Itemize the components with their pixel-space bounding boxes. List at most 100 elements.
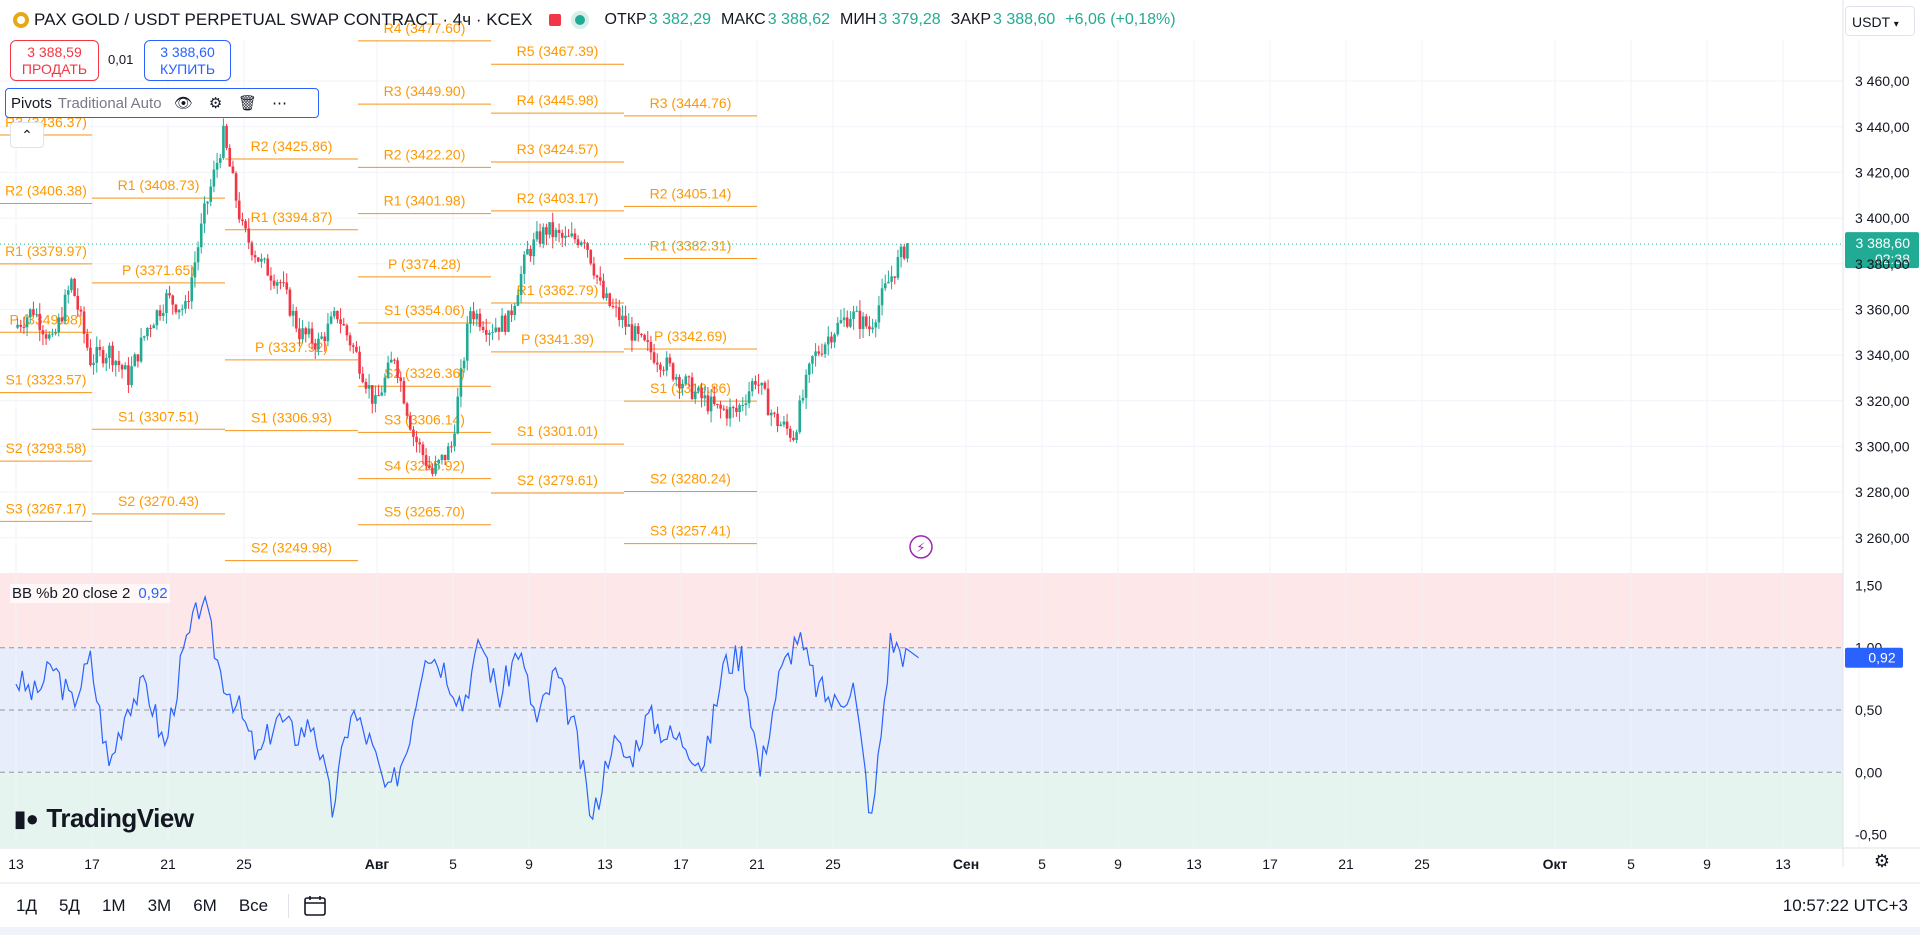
- time-tick-label: 9: [1114, 856, 1122, 872]
- candle-body: [377, 395, 380, 397]
- eye-icon[interactable]: 👁: [174, 95, 194, 112]
- price-tick-label: 3 340,00: [1855, 347, 1910, 363]
- sell-button[interactable]: 3 388,59 ПРОДАТЬ: [10, 40, 99, 81]
- candle-body: [209, 186, 213, 202]
- candle-body: [497, 327, 501, 332]
- pivot-label: R3 (3444.76): [650, 95, 732, 111]
- more-icon[interactable]: ⋯: [272, 95, 288, 112]
- bb-percent-line: [15, 594, 919, 821]
- range-5d[interactable]: 5Д: [58, 896, 80, 915]
- candle-body: [766, 388, 770, 416]
- candle-body: [763, 382, 767, 389]
- clock[interactable]: 10:57:22 UTC+3: [1782, 896, 1908, 915]
- bb-indicator-legend[interactable]: BB %b 20 close 2 0,92: [10, 584, 170, 603]
- candle-body: [41, 330, 45, 335]
- candle-body: [488, 332, 491, 335]
- pivot-label: R2 (3403.17): [517, 190, 599, 206]
- candle-body: [795, 432, 798, 441]
- candle-body: [709, 396, 713, 412]
- candle-body: [852, 311, 855, 319]
- time-axis-settings-icon[interactable]: ⚙: [1873, 851, 1891, 871]
- candle-body: [342, 323, 346, 326]
- candle-body: [237, 200, 241, 220]
- candle-body: [269, 275, 273, 281]
- price-tick-label: 3 380,00: [1855, 256, 1910, 272]
- candle-body: [883, 283, 887, 289]
- range-6m[interactable]: 6М: [193, 896, 217, 915]
- collapse-legend-button[interactable]: ⌃: [10, 122, 44, 148]
- candle-body: [858, 310, 862, 330]
- pivot-label: S1 (3307.51): [118, 408, 199, 424]
- candle-body: [266, 258, 270, 276]
- pivot-label: S3 (3257.41): [650, 523, 731, 539]
- candle-body: [630, 324, 634, 341]
- range-all[interactable]: Все: [238, 896, 269, 915]
- candle-body: [494, 327, 498, 332]
- calendar-icon[interactable]: [303, 895, 327, 917]
- candle-body: [665, 357, 669, 371]
- candle-body: [792, 437, 795, 441]
- symbol-title[interactable]: PAX GOLD / USDT PERPETUAL SWAP CONTRACT …: [34, 10, 533, 29]
- candle-body: [500, 315, 504, 332]
- pivot-label: S2 (3279.61): [517, 472, 598, 488]
- bb-indicator-value: 0,92: [138, 585, 168, 602]
- close-label: ЗАКР: [950, 11, 991, 28]
- candle-body: [902, 246, 906, 259]
- bb-overbought-zone: [0, 573, 1843, 648]
- candle-body: [250, 242, 254, 256]
- candle-body: [598, 277, 602, 281]
- candle-body: [206, 201, 209, 204]
- candle-body: [491, 331, 494, 333]
- candle-body: [624, 315, 627, 327]
- candle-body: [294, 310, 298, 329]
- flag-icon[interactable]: [548, 14, 561, 26]
- candle-body: [180, 308, 184, 310]
- tradingview-logo[interactable]: ▮● TradingView: [14, 803, 194, 834]
- pivot-label: R4 (3445.98): [517, 92, 599, 108]
- price-tick-label: 3 300,00: [1855, 438, 1910, 454]
- candle-body: [374, 395, 377, 404]
- high-value: 3 388,62: [767, 11, 830, 28]
- candle-body: [627, 324, 631, 327]
- settings-icon[interactable]: ⚙: [208, 95, 223, 112]
- time-tick-label: 17: [673, 856, 689, 872]
- candle-body: [579, 242, 583, 246]
- candle-body: [95, 346, 99, 363]
- candle-body: [725, 409, 729, 419]
- trash-icon[interactable]: 🗑: [238, 95, 258, 112]
- range-1m[interactable]: 1М: [101, 896, 126, 915]
- candle-body: [130, 366, 133, 386]
- candle-body: [358, 351, 361, 374]
- candle-body: [649, 341, 653, 353]
- candle-body: [85, 333, 89, 348]
- pivot-label: R2 (3425.86): [251, 138, 333, 154]
- pivots-legend[interactable]: Pivots Traditional Auto 👁 ⚙ 🗑 ⋯: [5, 88, 319, 118]
- candle-body: [529, 248, 532, 257]
- range-1d[interactable]: 1Д: [16, 896, 37, 915]
- candle-body: [47, 334, 51, 339]
- candle-body: [839, 320, 843, 323]
- price-tick-label: 3 280,00: [1855, 484, 1910, 500]
- candle-body: [731, 407, 735, 409]
- candle-body: [174, 304, 178, 313]
- candle-body: [310, 328, 314, 344]
- candle-body: [782, 421, 786, 425]
- candle-body: [459, 368, 463, 397]
- low-label: МИН: [839, 11, 877, 28]
- candle-body: [621, 315, 624, 321]
- candle-body: [450, 446, 453, 448]
- range-3m[interactable]: 3М: [147, 896, 172, 915]
- candle-body: [399, 377, 403, 382]
- candle-body: [212, 169, 216, 187]
- candle-body: [383, 377, 387, 393]
- candle-body: [893, 276, 897, 278]
- time-tick-label: 21: [1338, 856, 1354, 872]
- buy-button[interactable]: 3 388,60 КУПИТЬ: [144, 40, 231, 81]
- candle-body: [241, 219, 244, 222]
- bar-countdown: 02:38: [1875, 251, 1910, 267]
- bb-value-tag-text: 0,92: [1868, 650, 1895, 666]
- candle-body: [706, 395, 710, 412]
- price-tick-label: 3 360,00: [1855, 301, 1910, 317]
- currency-select[interactable]: USDT ▾: [1845, 6, 1915, 36]
